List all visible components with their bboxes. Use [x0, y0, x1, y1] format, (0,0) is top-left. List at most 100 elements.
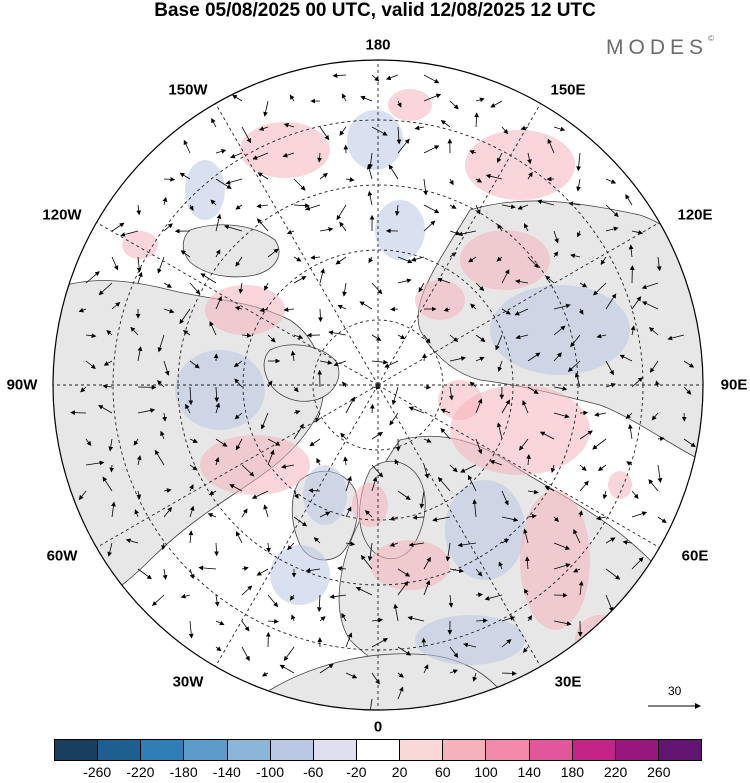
wind-vector: [388, 164, 399, 180]
longitude-label: 120W: [42, 206, 82, 224]
colorbar-segment: [356, 740, 401, 760]
positive-anomaly-area: [520, 490, 590, 630]
wind-vector: [111, 301, 121, 310]
colorbar-segment: [55, 740, 99, 760]
wind-vector: [215, 213, 222, 232]
wind-vector: [336, 204, 347, 221]
wind-vector: [463, 642, 477, 648]
wind-vector: [241, 333, 252, 338]
wind-vector: [501, 490, 509, 506]
colorbar-tick-label: -220: [126, 764, 155, 780]
wind-vector: [596, 333, 607, 339]
wind-vector: [281, 464, 295, 469]
wind-vector: [605, 568, 621, 580]
wind-vector: [371, 464, 384, 478]
meridian-line: [96, 384, 379, 548]
positive-anomaly-area: [450, 385, 590, 475]
colorbar-tick-label: -140: [212, 764, 241, 780]
wind-vector: [136, 256, 142, 273]
wind-vector: [342, 381, 347, 388]
polar-stereographic-map: [52, 59, 704, 711]
wind-vector: [293, 386, 299, 393]
wind-vector: [408, 542, 425, 547]
negative-anomaly-area: [347, 110, 403, 170]
wind-vector: [313, 537, 321, 544]
wind-vector: [440, 120, 451, 128]
wind-vector: [631, 490, 639, 500]
wind-vector: [475, 204, 481, 215]
wind-vector: [251, 490, 269, 499]
wind-vector: [397, 490, 411, 500]
wind-vector: [397, 580, 409, 596]
wind-vector: [283, 646, 295, 662]
wind-vector: [258, 126, 269, 131]
wind-vector: [579, 430, 593, 440]
wind-vector: [266, 542, 271, 553]
wind-vector: [469, 149, 477, 155]
wind-vector: [391, 386, 399, 406]
wind-vector: [475, 592, 483, 598]
wind-vector: [485, 173, 503, 180]
wind-vector: [319, 126, 330, 141]
wind-vector: [367, 190, 373, 206]
wind-vector: [107, 542, 113, 557]
wind-vector: [134, 509, 139, 518]
colorbar-segment: [184, 740, 228, 760]
wind-vector: [522, 400, 529, 414]
positive-anomaly-area: [465, 130, 575, 200]
wind-vector: [553, 230, 559, 244]
colorbar-segment: [400, 740, 444, 760]
wind-vector: [393, 603, 399, 622]
wind-vector: [547, 138, 555, 154]
wind-vector: [397, 568, 411, 577]
wind-vector: [109, 464, 115, 473]
wind-vector: [514, 308, 529, 316]
wind-vector: [567, 360, 581, 372]
colorbar-segment: [486, 740, 530, 760]
wind-vector: [593, 282, 607, 296]
wind-vector: [600, 256, 607, 265]
wind-vector: [648, 327, 659, 336]
wind-vector: [235, 438, 243, 451]
wind-vector: [423, 74, 440, 84]
wind-vector: [287, 542, 295, 551]
wind-vector: [550, 464, 556, 473]
wind-vector: [437, 476, 451, 492]
wind-vector: [367, 542, 373, 562]
colorbar-tick-label: -260: [83, 764, 112, 780]
wind-vector: [157, 380, 165, 388]
wind-vector: [318, 308, 323, 323]
wind-vector: [515, 334, 529, 340]
wind-vector: [501, 516, 519, 522]
positive-anomaly-area: [205, 285, 285, 335]
latitude-circle: [312, 319, 444, 451]
wind-vector: [553, 516, 559, 522]
longitude-label: 60W: [46, 547, 78, 565]
wind-vector: [489, 459, 503, 466]
wind-vector: [283, 122, 295, 128]
wind-vector: [189, 282, 201, 295]
wind-vector: [570, 334, 581, 348]
wind-vector: [630, 325, 636, 336]
wind-vector: [397, 100, 402, 108]
wind-vector: [161, 542, 166, 551]
wind-vector: [631, 230, 644, 235]
colorbar-tick-label: 20: [391, 764, 408, 780]
wind-vector: [407, 615, 425, 622]
wind-vector: [553, 563, 571, 570]
wind-vector: [345, 506, 352, 518]
wind-vector: [449, 100, 459, 110]
wind-vector: [397, 646, 412, 656]
wind-vector: [371, 126, 388, 136]
wind-vector: [501, 126, 509, 135]
longitude-label: 90W: [6, 376, 38, 394]
wind-vector: [225, 178, 243, 185]
colorbar-tick-label: 100: [474, 764, 498, 780]
wind-vector: [594, 412, 607, 417]
wind-vector: [501, 308, 511, 315]
colorbar-tick-label: -60: [303, 764, 324, 780]
colorbar-tick-label: -180: [169, 764, 198, 780]
wind-vector: [179, 308, 191, 325]
wind-vector: [345, 177, 355, 182]
wind-vector: [490, 100, 503, 108]
